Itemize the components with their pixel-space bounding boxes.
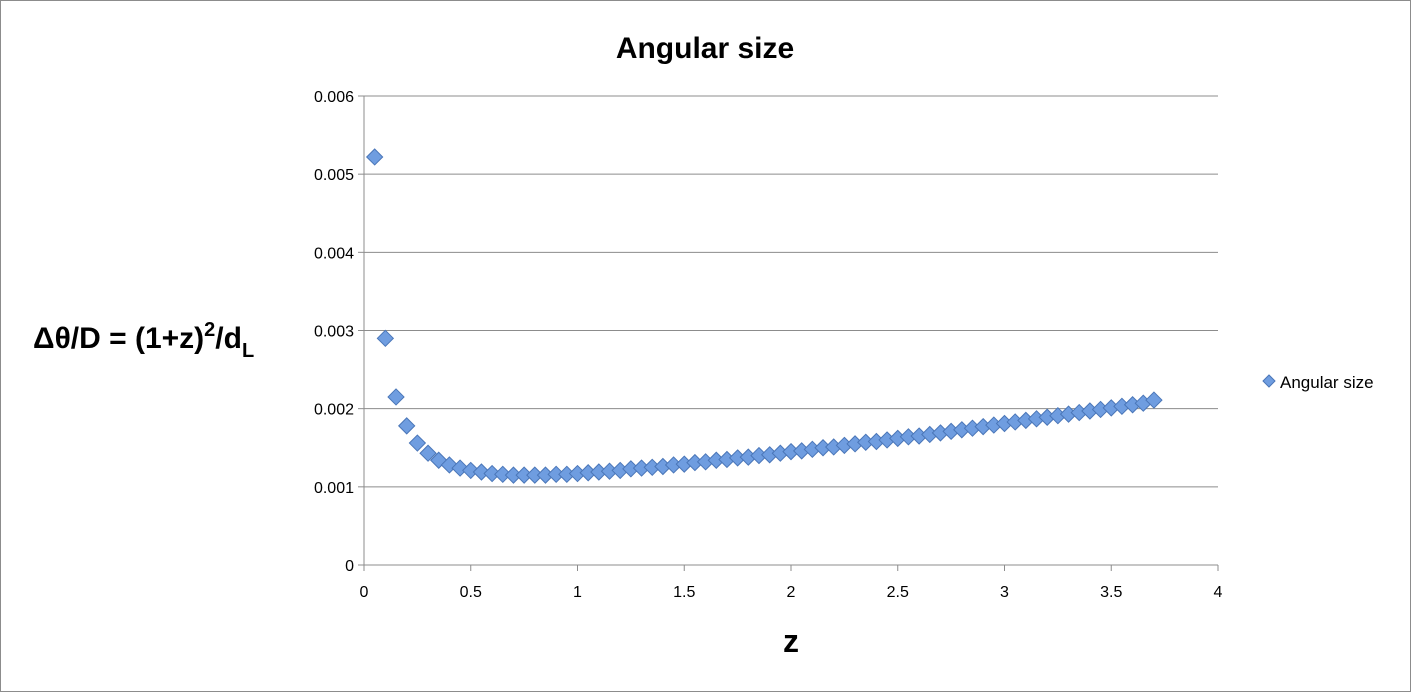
data-point: [483, 464, 501, 483]
y-tick-label: 0: [345, 558, 354, 575]
data-point: [430, 451, 448, 469]
y-tick-label: 0.006: [314, 89, 354, 106]
x-tick-label: 1.5: [673, 584, 695, 601]
data-point: [462, 461, 480, 480]
data-point: [397, 417, 416, 435]
y-axis-label-mid: /d: [215, 322, 242, 355]
chart-title: Angular size: [616, 32, 794, 65]
data-point: [440, 456, 459, 474]
y-tick-label: 0.004: [314, 245, 354, 262]
x-tick-label: 2.5: [887, 584, 909, 601]
x-tick-label: 4: [1214, 584, 1223, 601]
data-point: [1145, 391, 1163, 409]
data-point: [365, 148, 384, 166]
y-axis-label: Δθ/D = (1+z)2/dL: [33, 319, 254, 362]
data-point: [419, 444, 437, 462]
x-tick-label: 3.5: [1100, 584, 1122, 601]
data-point: [472, 463, 491, 481]
x-tick-label: 0.5: [460, 584, 482, 601]
x-axis-label: z: [783, 623, 799, 659]
gridlines: [364, 95, 1218, 488]
x-tick-label: 3: [1000, 584, 1009, 601]
y-axis-label-sub: L: [242, 340, 254, 362]
x-tick-label: 0: [360, 584, 369, 601]
tick-labels: 0 0.001 0.002 0.003 0.004 0.005 0.006 0 0.5 1 1.5 2…: [314, 89, 1223, 601]
y-tick-label: 0.005: [314, 167, 354, 184]
legend: Angular size: [1262, 373, 1374, 392]
y-tick-label: 0.001: [314, 480, 354, 497]
x-tick-label: 2: [787, 584, 796, 601]
y-axis-label-sup: 2: [204, 319, 215, 341]
x-tick-label: 1: [573, 584, 582, 601]
data-point: [387, 388, 405, 406]
data-point: [408, 434, 427, 452]
legend-label: Angular size: [1280, 373, 1374, 392]
legend-marker-diamond: [1262, 374, 1276, 388]
y-axis-label-base: Δθ/D = (1+z): [33, 322, 204, 355]
axes: [358, 95, 1219, 571]
data-point: [494, 465, 512, 484]
y-tick-label: 0.003: [314, 324, 354, 341]
y-tick-label: 0.002: [314, 402, 354, 419]
data-points: [365, 148, 1163, 484]
data-point: [376, 329, 395, 348]
